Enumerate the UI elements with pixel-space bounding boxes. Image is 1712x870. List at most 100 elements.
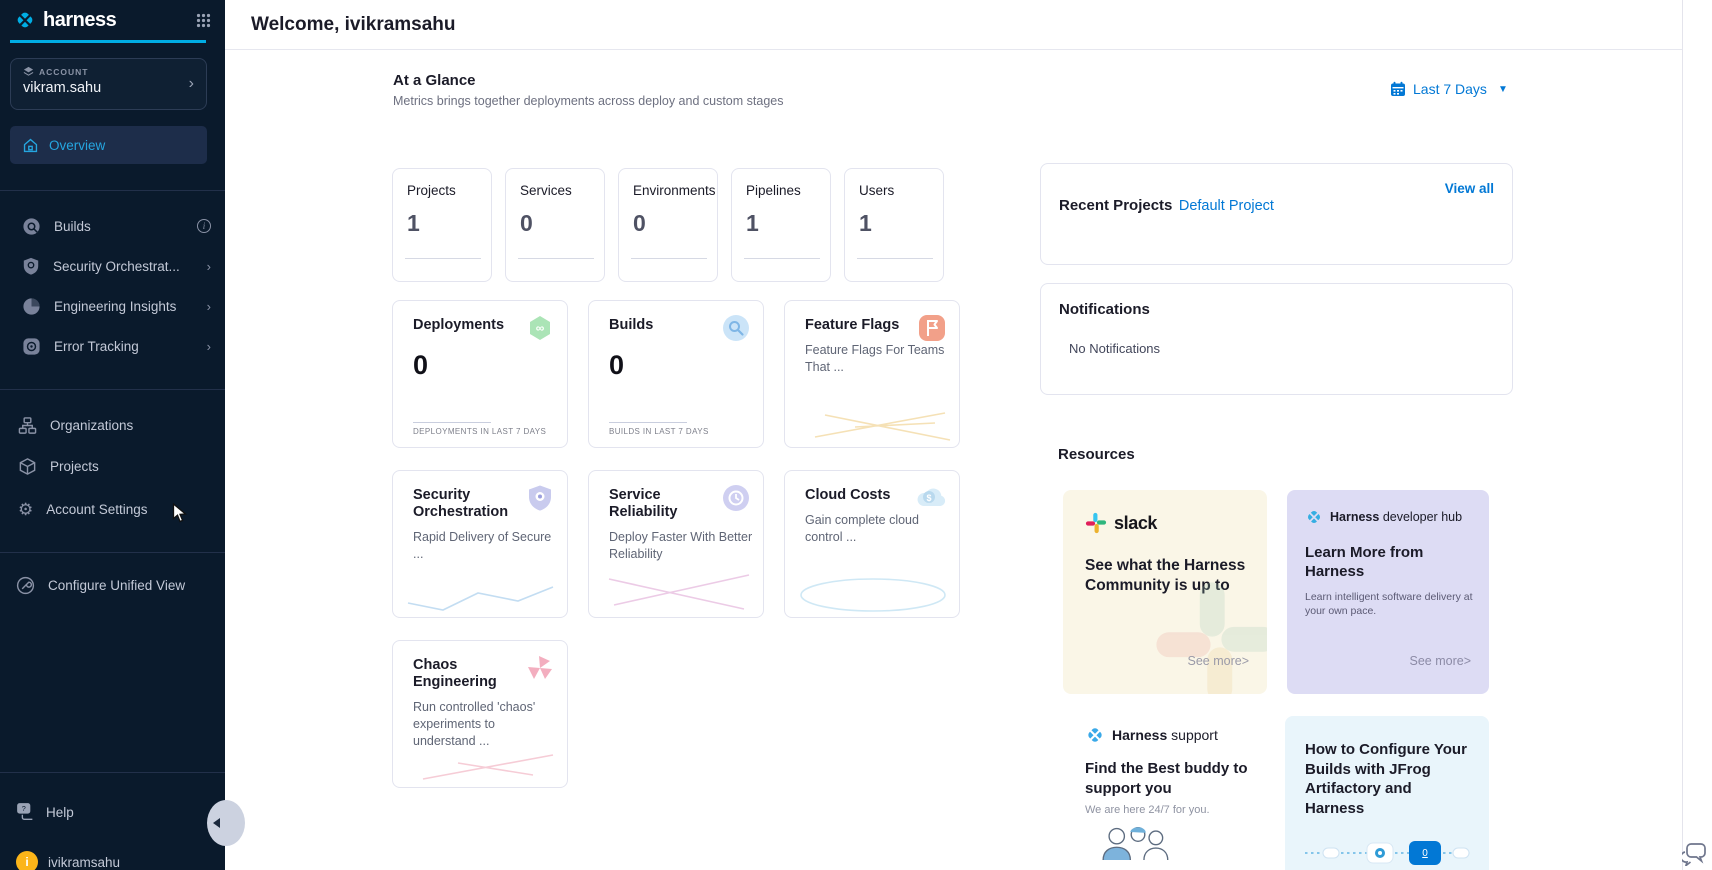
card-title: Security Orchestration — [413, 487, 509, 521]
tile-subtitle: Learn intelligent software delivery at y… — [1305, 590, 1473, 618]
deployments-icon: ∞ — [526, 314, 554, 347]
sidebar-item-organizations[interactable]: Organizations — [0, 405, 225, 445]
divider — [0, 772, 225, 773]
sidebar-collapse-handle[interactable] — [207, 800, 245, 846]
divider — [0, 389, 225, 390]
stat-card-pipelines[interactable]: Pipelines 1 — [731, 168, 831, 282]
notifications-title: Notifications — [1059, 301, 1150, 318]
date-range-picker[interactable]: Last 7 Days ▼ — [1390, 81, 1508, 97]
cloud-costs-card[interactable]: Cloud Costs $ Gain complete cloud contro… — [784, 470, 960, 618]
sidebar-item-security-orchestration[interactable]: Security Orchestrat... › — [0, 246, 225, 286]
harness-logo-icon — [1085, 725, 1105, 745]
resources-title: Resources — [1058, 446, 1135, 463]
svg-text:$: $ — [926, 493, 931, 503]
view-all-link[interactable]: View all — [1444, 181, 1494, 196]
feature-flags-card[interactable]: Feature Flags Feature Flags For Teams Th… — [784, 300, 960, 448]
sidebar-item-projects[interactable]: Projects — [0, 446, 225, 486]
content-right-divider — [1682, 0, 1683, 870]
builds-metric-icon — [722, 314, 750, 347]
developer-hub-tile[interactable]: Harness developer hub Learn More from Ha… — [1287, 490, 1489, 694]
info-icon[interactable]: i — [197, 219, 211, 233]
sidebar-item-label: Projects — [50, 458, 99, 474]
security-shield-icon — [526, 484, 554, 517]
sidebar-item-label: Organizations — [50, 417, 134, 433]
sidebar-item-label: Builds — [54, 218, 91, 234]
stat-card-environments[interactable]: Environments 0 — [618, 168, 718, 282]
stat-card-projects[interactable]: Projects 1 — [392, 168, 492, 282]
recent-projects-card: Recent Projects View all Default Project — [1040, 163, 1513, 265]
card-description: Deploy Faster With Better Reliability — [609, 530, 753, 562]
date-range-label: Last 7 Days — [1413, 81, 1487, 97]
insights-icon — [22, 297, 41, 316]
module-grid-icon[interactable] — [196, 13, 211, 28]
help-chat-icon: ? — [16, 802, 36, 822]
card-description: Run controlled 'chaos' experiments to un… — [413, 700, 536, 748]
card-footer-label: BUILDS IN LAST 7 DAYS — [609, 427, 709, 436]
avatar: i — [16, 851, 38, 870]
sidebar: harness ACCOUNT vikram.sahu › Overview — [0, 0, 245, 870]
jfrog-article-tile[interactable]: How to Configure Your Builds with JFrog … — [1285, 716, 1489, 870]
support-brand-label: Harness support — [1112, 727, 1218, 743]
project-link-default-project[interactable]: Default Project — [1178, 198, 1274, 214]
sidebar-item-account-settings[interactable]: ⚙ Account Settings — [0, 489, 225, 529]
sidebar-item-configure-unified-view[interactable]: Configure Unified View — [0, 565, 225, 605]
card-description: Rapid Delivery of Secure ... — [413, 530, 552, 562]
sparkline-decoration — [608, 574, 750, 610]
chaos-engineering-card[interactable]: Chaos Engineering Run controlled 'chaos'… — [392, 640, 568, 788]
notifications-empty-text: No Notifications — [1069, 341, 1161, 356]
slack-community-tile[interactable]: slack See what the Harness Community is … — [1063, 490, 1267, 694]
card-description: Gain complete cloud control ... — [805, 513, 919, 544]
tile-title: Learn More from Harness — [1305, 544, 1424, 580]
security-orchestration-card[interactable]: Security Orchestration Rapid Delivery of… — [392, 470, 568, 618]
pipeline-node-label: 0 — [1422, 848, 1428, 859]
feature-flags-icon — [918, 314, 946, 347]
harness-logo-icon — [14, 9, 36, 31]
account-selector[interactable]: ACCOUNT vikram.sahu › — [10, 58, 207, 110]
account-name: vikram.sahu — [23, 80, 102, 96]
divider — [405, 258, 481, 259]
chevron-right-icon: › — [206, 258, 211, 274]
sidebar-item-overview[interactable]: Overview — [10, 126, 207, 164]
builds-card[interactable]: Builds 0 BUILDS IN LAST 7 DAYS — [588, 300, 764, 448]
slack-watermark-icon — [1151, 577, 1267, 694]
divider — [518, 258, 594, 259]
sidebar-item-label: Account Settings — [46, 501, 148, 517]
harness-logo-icon — [1305, 508, 1323, 526]
at-a-glance-subtitle: Metrics brings together deployments acro… — [393, 94, 784, 108]
slack-wordmark: slack — [1114, 512, 1158, 533]
calendar-icon — [1390, 81, 1406, 97]
chat-support-icon[interactable] — [1680, 840, 1708, 870]
sidebar-item-label: Configure Unified View — [48, 577, 186, 593]
cloud-costs-icon: $ — [916, 484, 946, 515]
see-more-link[interactable]: See more> — [1409, 654, 1472, 668]
home-icon — [22, 137, 39, 154]
sidebar-item-error-tracking[interactable]: Error Tracking › — [0, 326, 225, 366]
service-reliability-card[interactable]: Service Reliability Deploy Faster With B… — [588, 470, 764, 618]
stat-card-users[interactable]: Users 1 — [844, 168, 944, 282]
stat-label: Users — [859, 183, 895, 198]
account-label: ACCOUNT — [39, 66, 89, 77]
divider — [744, 258, 820, 259]
stat-card-services[interactable]: Services 0 — [505, 168, 605, 282]
user-menu[interactable]: i ivikramsahu — [0, 844, 225, 870]
card-title: Service Reliability — [609, 487, 678, 521]
deployments-card[interactable]: Deployments ∞ 0 DEPLOYMENTS IN LAST 7 DA… — [392, 300, 568, 448]
see-more-link[interactable]: See more> — [1187, 654, 1250, 668]
sidebar-item-engineering-insights[interactable]: Engineering Insights › — [0, 286, 225, 326]
devhub-brand-label: Harness developer hub — [1330, 510, 1463, 524]
card-title: Builds — [609, 317, 654, 333]
gear-icon: ⚙ — [18, 499, 34, 519]
sidebar-item-help[interactable]: ? Help — [0, 794, 225, 830]
notifications-card: Notifications No Notifications — [1040, 283, 1513, 395]
error-tracking-icon — [22, 337, 41, 356]
card-footer-label: DEPLOYMENTS IN LAST 7 DAYS — [413, 427, 547, 436]
brand-underline — [10, 40, 206, 43]
sparkline-decoration — [814, 412, 951, 441]
sidebar-item-label: Overview — [49, 137, 106, 153]
card-title: Cloud Costs — [805, 487, 891, 503]
chevron-right-icon: › — [206, 298, 211, 314]
harness-support-block[interactable]: Harness support Find the Best buddy to s… — [1085, 725, 1285, 865]
sidebar-item-builds[interactable]: Builds i — [0, 206, 225, 246]
chevron-right-icon: › — [206, 338, 211, 354]
builds-icon — [22, 217, 41, 236]
